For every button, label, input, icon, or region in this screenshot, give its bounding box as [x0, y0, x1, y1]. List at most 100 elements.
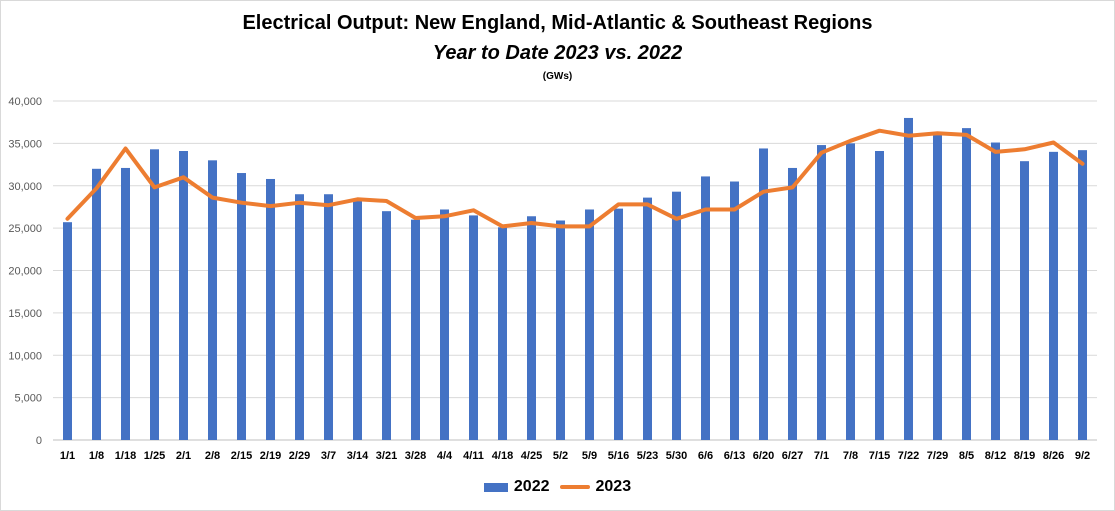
y-tick-label: 35,000: [8, 138, 42, 150]
bar-2022: [295, 194, 304, 440]
x-tick-label: 1/25: [144, 450, 165, 462]
bar-2022: [991, 142, 1000, 440]
point-2023: [966, 134, 967, 136]
x-tick-label: 3/14: [347, 450, 369, 462]
x-tick-label: 7/22: [898, 450, 919, 462]
x-tick-label: 1/1: [60, 450, 75, 462]
point-2023: [618, 203, 619, 205]
x-tick-label: 6/27: [782, 450, 803, 462]
point-2023: [792, 186, 793, 188]
y-tick-label: 20,000: [8, 266, 42, 278]
y-tick-label: 30,000: [8, 181, 42, 193]
point-2023: [212, 197, 213, 199]
bar-2022: [179, 151, 188, 440]
bar-2022: [1049, 151, 1058, 440]
bar-2022: [353, 201, 362, 440]
legend-swatch-2023: [559, 485, 590, 489]
legend-swatch-2022: [483, 482, 508, 492]
bar-2022: [614, 208, 623, 440]
point-2023: [502, 225, 503, 227]
y-tick-label: 15,000: [8, 308, 42, 320]
point-2023: [821, 152, 822, 154]
bar-2022: [788, 167, 797, 440]
x-tick-label: 8/12: [985, 450, 1006, 462]
x-tick-label: 5/30: [666, 450, 687, 462]
x-tick-label: 2/19: [260, 450, 281, 462]
point-2023: [299, 202, 300, 204]
bar-2022: [585, 209, 594, 440]
bar-2022: [440, 209, 449, 440]
x-tick-label: 8/5: [959, 450, 974, 462]
x-tick-label: 2/1: [176, 450, 191, 462]
x-tick-label: 3/28: [405, 450, 426, 462]
chart-legend: 2022 2023: [0, 478, 1115, 496]
y-tick-label: 5,000: [14, 393, 42, 405]
point-2023: [850, 140, 851, 142]
x-tick-label: 1/18: [115, 450, 136, 462]
point-2023: [676, 218, 677, 220]
point-2023: [995, 151, 996, 153]
point-2023: [241, 202, 242, 204]
x-tick-label: 7/8: [843, 450, 858, 462]
x-tick-label: 7/15: [869, 450, 890, 462]
bar-2022: [730, 181, 739, 440]
bar-2022: [933, 134, 942, 440]
point-2023: [183, 176, 184, 178]
x-tick-label: 2/8: [205, 450, 220, 462]
point-2023: [1024, 148, 1025, 150]
x-tick-label: 6/20: [753, 450, 774, 462]
point-2023: [937, 132, 938, 134]
x-tick-label: 8/19: [1014, 450, 1035, 462]
x-tick-label: 5/23: [637, 450, 658, 462]
bar-2022: [63, 222, 72, 440]
y-tick-label: 10,000: [8, 350, 42, 362]
y-tick-label: 0: [36, 435, 42, 447]
point-2023: [647, 203, 648, 205]
x-tick-label: 7/29: [927, 450, 948, 462]
bar-2022: [846, 143, 855, 440]
bar-2022: [411, 219, 420, 440]
bar-2022: [817, 145, 826, 440]
x-tick-label: 5/9: [582, 450, 597, 462]
bar-2022: [904, 117, 913, 440]
point-2023: [357, 198, 358, 200]
point-2023: [270, 205, 271, 207]
bar-2022: [556, 220, 565, 440]
bar-2022: [1078, 150, 1087, 440]
point-2023: [96, 187, 97, 189]
point-2023: [473, 209, 474, 211]
x-tick-label: 2/15: [231, 450, 252, 462]
point-2023: [879, 130, 880, 132]
line-2023: [65, 128, 1085, 229]
x-tick-label: 5/2: [553, 450, 568, 462]
point-2023: [125, 147, 126, 149]
point-2023: [328, 204, 329, 206]
legend-item-2023: 2023: [559, 478, 631, 496]
x-tick-label: 4/4: [437, 450, 453, 462]
bar-2022: [92, 168, 101, 441]
bar-2022: [962, 128, 971, 440]
point-2023: [386, 200, 387, 202]
y-tick-label: 25,000: [8, 223, 42, 235]
x-tick-label: 2/29: [289, 450, 310, 462]
bar-2022: [643, 197, 652, 440]
bar-2022: [469, 215, 478, 440]
bar-2022: [527, 216, 536, 440]
point-2023: [1082, 163, 1083, 165]
x-tick-label: 4/25: [521, 450, 542, 462]
bar-2022: [121, 167, 130, 440]
point-2023: [763, 191, 764, 193]
x-tick-label: 4/11: [463, 450, 484, 462]
bar-2022: [759, 148, 768, 440]
x-tick-label: 7/1: [814, 450, 829, 462]
bar-2022: [672, 191, 681, 440]
y-tick-label: 40,000: [8, 96, 42, 108]
bar-2022: [498, 227, 507, 440]
point-2023: [531, 222, 532, 224]
bar-2022: [1020, 161, 1029, 441]
bar-2022: [237, 173, 246, 440]
point-2023: [444, 215, 445, 217]
x-tick-label: 5/16: [608, 450, 629, 462]
chart-title: Electrical Output: New England, Mid-Atla…: [242, 12, 873, 34]
